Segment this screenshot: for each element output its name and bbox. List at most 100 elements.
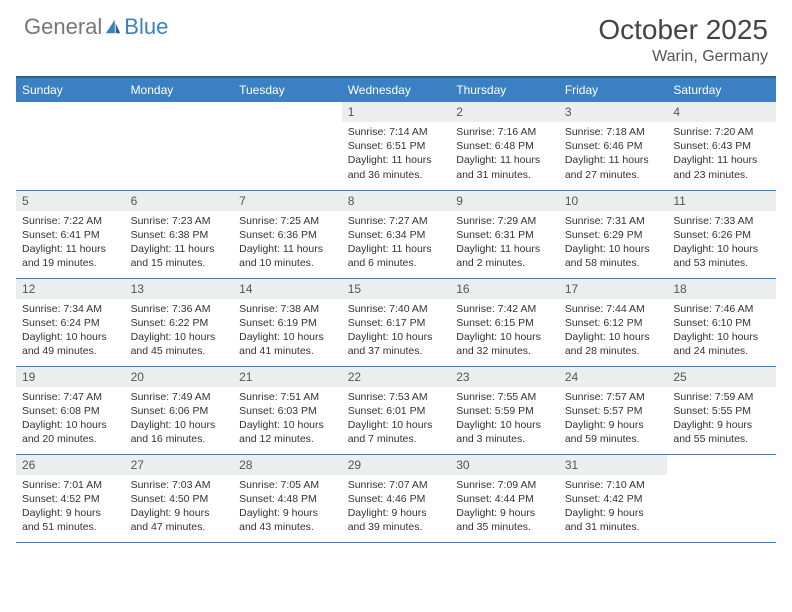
day-data-line: Sunrise: 7:55 AM <box>456 390 553 404</box>
calendar-day-cell: 13Sunrise: 7:36 AMSunset: 6:22 PMDayligh… <box>125 278 234 366</box>
day-data-line: and 23 minutes. <box>673 168 770 182</box>
day-data-line: Sunset: 6:26 PM <box>673 228 770 242</box>
day-data: Sunrise: 7:31 AMSunset: 6:29 PMDaylight:… <box>559 211 668 275</box>
calendar-day-cell: 14Sunrise: 7:38 AMSunset: 6:19 PMDayligh… <box>233 278 342 366</box>
day-data-line: and 43 minutes. <box>239 520 336 534</box>
day-data-line: Sunset: 6:06 PM <box>131 404 228 418</box>
day-data-line: Sunrise: 7:29 AM <box>456 214 553 228</box>
day-data: Sunrise: 7:49 AMSunset: 6:06 PMDaylight:… <box>125 387 234 451</box>
day-data: Sunrise: 7:36 AMSunset: 6:22 PMDaylight:… <box>125 299 234 363</box>
day-data-line: Sunset: 4:52 PM <box>22 492 119 506</box>
calendar-day-cell <box>16 102 125 190</box>
day-data: Sunrise: 7:38 AMSunset: 6:19 PMDaylight:… <box>233 299 342 363</box>
day-data-line: Daylight: 11 hours <box>348 242 445 256</box>
day-data: Sunrise: 7:53 AMSunset: 6:01 PMDaylight:… <box>342 387 451 451</box>
day-number: 5 <box>16 191 125 211</box>
day-data: Sunrise: 7:51 AMSunset: 6:03 PMDaylight:… <box>233 387 342 451</box>
weekday-header: Tuesday <box>233 77 342 102</box>
day-data: Sunrise: 7:18 AMSunset: 6:46 PMDaylight:… <box>559 122 668 186</box>
day-data-line: Daylight: 10 hours <box>673 330 770 344</box>
calendar-day-cell: 11Sunrise: 7:33 AMSunset: 6:26 PMDayligh… <box>667 190 776 278</box>
day-data: Sunrise: 7:01 AMSunset: 4:52 PMDaylight:… <box>16 475 125 539</box>
day-data-line: Sunrise: 7:53 AM <box>348 390 445 404</box>
calendar-day-cell: 1Sunrise: 7:14 AMSunset: 6:51 PMDaylight… <box>342 102 451 190</box>
weekday-header: Wednesday <box>342 77 451 102</box>
weekday-header-row: Sunday Monday Tuesday Wednesday Thursday… <box>16 77 776 102</box>
day-data-line: Sunrise: 7:01 AM <box>22 478 119 492</box>
day-data-line: Sunrise: 7:03 AM <box>131 478 228 492</box>
header: General Blue October 2025 Warin, Germany <box>0 0 792 72</box>
day-data: Sunrise: 7:55 AMSunset: 5:59 PMDaylight:… <box>450 387 559 451</box>
calendar-week-row: 5Sunrise: 7:22 AMSunset: 6:41 PMDaylight… <box>16 190 776 278</box>
day-data: Sunrise: 7:22 AMSunset: 6:41 PMDaylight:… <box>16 211 125 275</box>
day-data-line: Daylight: 11 hours <box>456 153 553 167</box>
day-data: Sunrise: 7:23 AMSunset: 6:38 PMDaylight:… <box>125 211 234 275</box>
day-data <box>125 108 234 115</box>
day-data-line: Daylight: 9 hours <box>239 506 336 520</box>
calendar-day-cell <box>125 102 234 190</box>
weekday-header: Saturday <box>667 77 776 102</box>
day-data-line: Daylight: 11 hours <box>456 242 553 256</box>
day-number: 13 <box>125 279 234 299</box>
day-data-line: Sunrise: 7:16 AM <box>456 125 553 139</box>
day-data-line: Sunset: 6:29 PM <box>565 228 662 242</box>
weekday-header: Monday <box>125 77 234 102</box>
calendar-day-cell: 30Sunrise: 7:09 AMSunset: 4:44 PMDayligh… <box>450 454 559 542</box>
day-data-line: Daylight: 10 hours <box>348 418 445 432</box>
day-data-line: and 41 minutes. <box>239 344 336 358</box>
day-data-line: Sunset: 6:38 PM <box>131 228 228 242</box>
day-data: Sunrise: 7:47 AMSunset: 6:08 PMDaylight:… <box>16 387 125 451</box>
logo-sail-icon <box>104 18 122 36</box>
day-number: 26 <box>16 455 125 475</box>
day-data-line: Daylight: 11 hours <box>348 153 445 167</box>
day-data-line: Sunrise: 7:40 AM <box>348 302 445 316</box>
calendar-day-cell: 4Sunrise: 7:20 AMSunset: 6:43 PMDaylight… <box>667 102 776 190</box>
calendar-week-row: 19Sunrise: 7:47 AMSunset: 6:08 PMDayligh… <box>16 366 776 454</box>
day-data-line: and 53 minutes. <box>673 256 770 270</box>
day-data-line: and 39 minutes. <box>348 520 445 534</box>
day-data-line: Daylight: 10 hours <box>673 242 770 256</box>
day-data-line: and 7 minutes. <box>348 432 445 446</box>
day-data-line: and 16 minutes. <box>131 432 228 446</box>
day-data: Sunrise: 7:16 AMSunset: 6:48 PMDaylight:… <box>450 122 559 186</box>
day-data: Sunrise: 7:29 AMSunset: 6:31 PMDaylight:… <box>450 211 559 275</box>
day-number: 24 <box>559 367 668 387</box>
day-data-line: and 31 minutes. <box>456 168 553 182</box>
day-data-line: Sunrise: 7:33 AM <box>673 214 770 228</box>
day-data: Sunrise: 7:25 AMSunset: 6:36 PMDaylight:… <box>233 211 342 275</box>
day-data-line: and 37 minutes. <box>348 344 445 358</box>
day-data-line: Daylight: 10 hours <box>565 242 662 256</box>
day-data-line: and 49 minutes. <box>22 344 119 358</box>
calendar-week-row: 26Sunrise: 7:01 AMSunset: 4:52 PMDayligh… <box>16 454 776 542</box>
calendar-day-cell: 5Sunrise: 7:22 AMSunset: 6:41 PMDaylight… <box>16 190 125 278</box>
day-data-line: Daylight: 10 hours <box>239 418 336 432</box>
day-data: Sunrise: 7:03 AMSunset: 4:50 PMDaylight:… <box>125 475 234 539</box>
day-data: Sunrise: 7:09 AMSunset: 4:44 PMDaylight:… <box>450 475 559 539</box>
page-subtitle: Warin, Germany <box>598 48 768 66</box>
day-data-line: Sunrise: 7:25 AM <box>239 214 336 228</box>
day-number: 12 <box>16 279 125 299</box>
day-data-line: and 15 minutes. <box>131 256 228 270</box>
day-data: Sunrise: 7:40 AMSunset: 6:17 PMDaylight:… <box>342 299 451 363</box>
day-number: 30 <box>450 455 559 475</box>
day-data-line: and 10 minutes. <box>239 256 336 270</box>
day-data-line: Sunset: 6:51 PM <box>348 139 445 153</box>
weekday-header: Friday <box>559 77 668 102</box>
day-data-line: Daylight: 9 hours <box>673 418 770 432</box>
day-data-line: Sunset: 6:34 PM <box>348 228 445 242</box>
day-data-line: Daylight: 9 hours <box>131 506 228 520</box>
day-data-line: Sunset: 6:31 PM <box>456 228 553 242</box>
day-data-line: Sunset: 5:59 PM <box>456 404 553 418</box>
day-data-line: Sunset: 6:41 PM <box>22 228 119 242</box>
day-data: Sunrise: 7:33 AMSunset: 6:26 PMDaylight:… <box>667 211 776 275</box>
day-data-line: Daylight: 10 hours <box>22 330 119 344</box>
day-data-line: and 55 minutes. <box>673 432 770 446</box>
day-data: Sunrise: 7:27 AMSunset: 6:34 PMDaylight:… <box>342 211 451 275</box>
day-number: 2 <box>450 102 559 122</box>
day-data-line: Sunrise: 7:27 AM <box>348 214 445 228</box>
day-data-line: and 2 minutes. <box>456 256 553 270</box>
day-number: 16 <box>450 279 559 299</box>
day-data-line: Sunrise: 7:44 AM <box>565 302 662 316</box>
calendar-day-cell: 10Sunrise: 7:31 AMSunset: 6:29 PMDayligh… <box>559 190 668 278</box>
day-data-line: Sunset: 6:46 PM <box>565 139 662 153</box>
